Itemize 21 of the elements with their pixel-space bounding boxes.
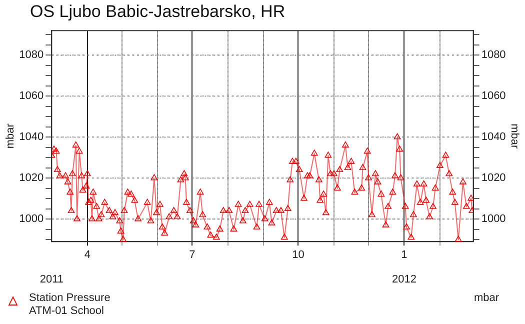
- x2-tick-label: 2012: [392, 273, 416, 286]
- y2-tick-label: 1000: [481, 213, 506, 226]
- y2-tick-label: 1020: [481, 172, 506, 184]
- x2-tick-label: 2011: [40, 273, 64, 286]
- x-tick-label: 10: [292, 249, 304, 262]
- y2-tick-label: 1060: [481, 90, 506, 102]
- y-axis-title: mbar: [4, 123, 17, 149]
- chart-title: OS Ljubo Babic-Jastrebarsko, HR: [30, 2, 286, 22]
- y-tick-label: 1040: [19, 131, 44, 144]
- x-tick-label: 7: [189, 249, 196, 262]
- y-tick-label: 1080: [19, 49, 44, 62]
- y-tick-label: 1020: [19, 172, 44, 184]
- y2-axis-title: mbar: [508, 124, 520, 149]
- y2-tick-label: 1040: [481, 131, 506, 144]
- y-tick-label: 1000: [19, 213, 44, 226]
- legend-label: Station Pressure ATM-01 School: [29, 292, 110, 318]
- y2-tick-label: 1080: [481, 49, 506, 62]
- x-tick-label: 4: [84, 249, 90, 262]
- y-tick-label: 1060: [19, 90, 44, 102]
- text: mbar: [474, 292, 499, 304]
- x-tick-label: 1: [401, 249, 408, 262]
